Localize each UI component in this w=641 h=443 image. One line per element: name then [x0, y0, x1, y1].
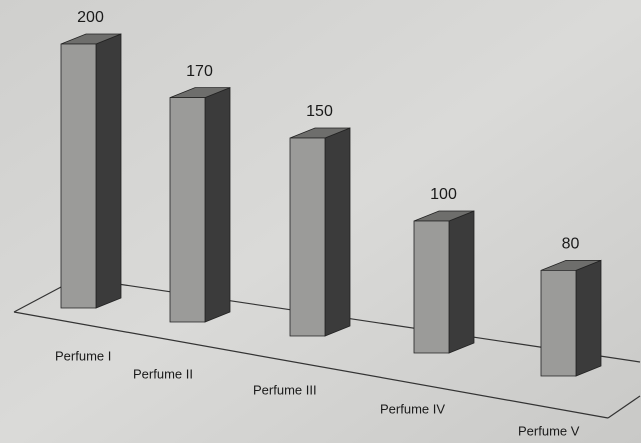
category-label: Perfume II [133, 366, 193, 381]
category-label: Perfume V [518, 423, 580, 438]
category-label: Perfume IV [380, 401, 445, 416]
floor-front-edge [13, 311, 609, 419]
bar-side [95, 33, 122, 309]
value-label: 170 [186, 63, 213, 80]
bar-front [60, 43, 97, 309]
bar [60, 33, 122, 309]
value-label: 200 [77, 9, 104, 26]
bar-side [204, 87, 231, 323]
category-label: Perfume I [55, 348, 111, 363]
bar-side [324, 127, 351, 337]
floor-right-edge [607, 395, 641, 419]
value-label: 80 [562, 236, 580, 253]
bar-front [540, 269, 577, 377]
bar [289, 127, 351, 337]
bar [540, 259, 602, 377]
bar [169, 87, 231, 323]
bar-front [289, 137, 326, 337]
bar-front [413, 220, 450, 354]
category-label: Perfume III [253, 382, 317, 397]
bar-front [169, 97, 206, 323]
value-label: 100 [430, 186, 457, 203]
bar-side [575, 259, 602, 377]
value-label: 150 [306, 103, 333, 120]
bar-side [448, 210, 475, 354]
bar [413, 210, 475, 354]
